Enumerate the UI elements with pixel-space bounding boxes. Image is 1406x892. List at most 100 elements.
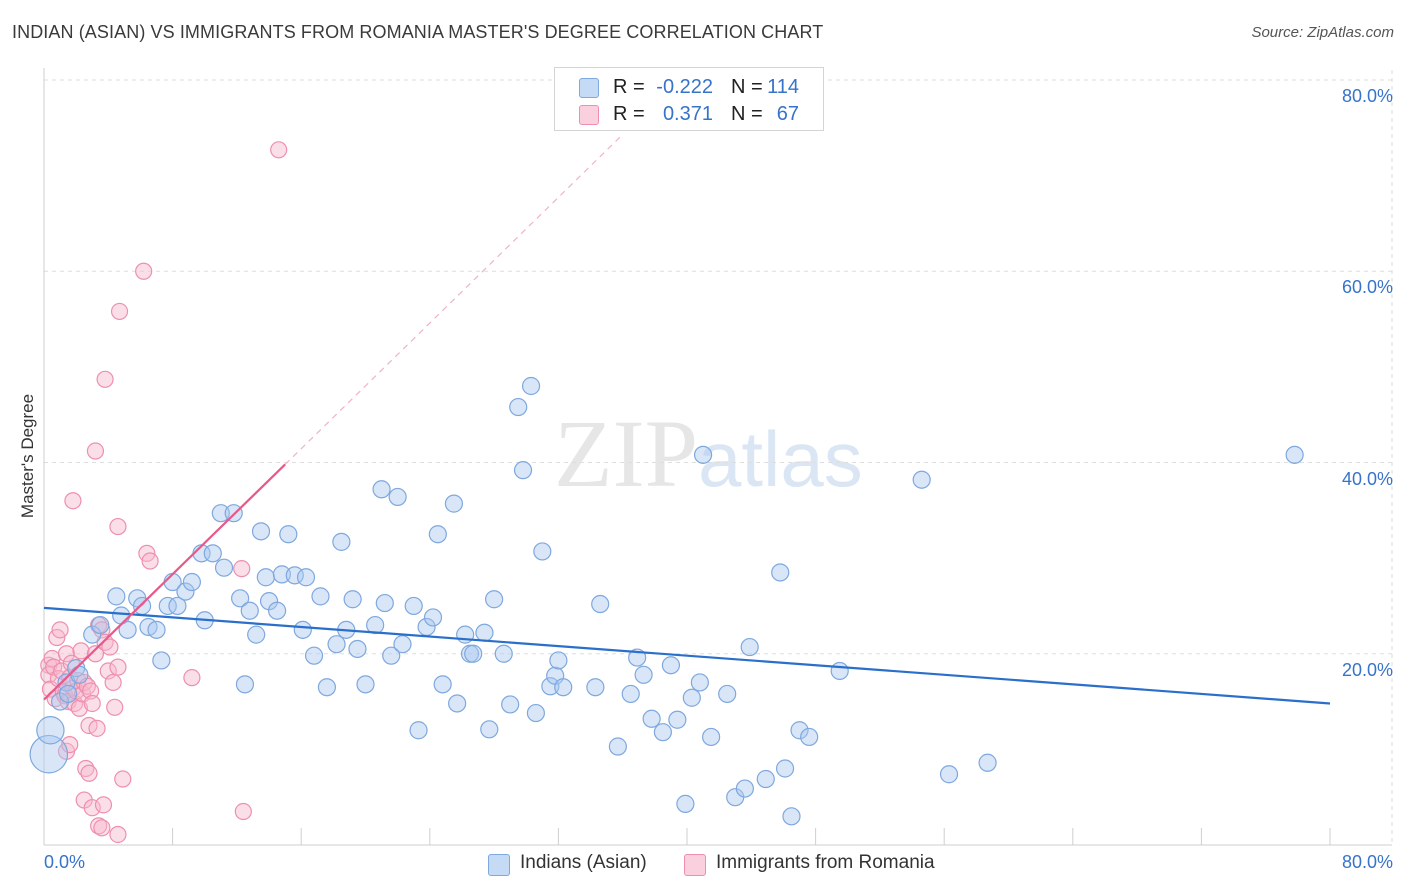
indians-point — [549, 651, 568, 670]
romania-point — [51, 621, 69, 639]
indians-point — [541, 677, 560, 696]
romania-point — [80, 764, 98, 782]
indians-point — [1285, 445, 1304, 464]
indians-point — [91, 615, 110, 635]
indians-point — [267, 601, 287, 620]
romania-trend-line — [43, 463, 286, 701]
indians-point — [272, 565, 292, 584]
indians-point — [343, 590, 362, 609]
romania-point — [104, 673, 122, 692]
romania-points — [40, 141, 288, 844]
indians-point — [464, 644, 483, 663]
romania-point — [110, 302, 129, 321]
indians-point — [332, 532, 351, 551]
indians-point — [231, 589, 250, 608]
indians-point — [682, 688, 701, 707]
romania-point — [61, 735, 79, 754]
legend-swatch-blue — [579, 78, 599, 98]
indians-point — [718, 684, 737, 704]
indians-point — [526, 703, 545, 723]
indians-point — [702, 727, 721, 747]
romania-point — [83, 694, 101, 713]
indians-point — [634, 665, 653, 684]
y-tick-label: 60.0% — [1341, 277, 1393, 298]
romania-point — [101, 638, 119, 656]
indians-point — [304, 646, 324, 665]
romania-point — [86, 442, 105, 460]
legend-label-indians: Indians (Asian) — [520, 852, 647, 873]
indians-point — [494, 644, 513, 663]
indians-point — [293, 620, 312, 639]
indians-point — [621, 684, 640, 704]
indians-point — [296, 568, 316, 587]
indians-point — [591, 594, 610, 614]
romania-point — [270, 141, 288, 159]
legend-swatch-pink — [684, 854, 706, 876]
indians-point — [29, 734, 69, 774]
romania-point — [86, 645, 105, 663]
legend-r-value: -0.222 — [656, 76, 713, 98]
indians-point — [444, 494, 464, 513]
indians-point — [168, 596, 187, 616]
romania-point — [141, 552, 159, 570]
legend-n-value: 114 — [767, 76, 799, 98]
indians-point — [118, 620, 137, 639]
indians-point — [978, 753, 997, 772]
indians-point — [485, 590, 504, 609]
legend-n-value: 67 — [776, 103, 799, 125]
watermark: ZIPatlas — [554, 398, 863, 509]
indians-point — [509, 397, 528, 417]
romania-point — [109, 658, 127, 676]
indians-point — [423, 608, 443, 627]
trend-lines — [43, 134, 1331, 705]
indians-point — [107, 587, 126, 606]
y-tick-label: 20.0% — [1341, 659, 1393, 680]
indians-point — [70, 665, 89, 684]
y-axis-title: Master's Degree — [18, 393, 37, 519]
legend-r-label: R = — [613, 103, 645, 125]
indians-point — [285, 566, 304, 585]
indians-point — [756, 769, 775, 789]
indians-point — [356, 675, 375, 694]
indians-point — [211, 504, 230, 523]
indians-point — [475, 623, 494, 642]
x-tick-label-min: 0.0% — [44, 852, 86, 872]
indians-point — [251, 522, 271, 541]
legend-row-indians: R = -0.222 N = 114 — [555, 74, 823, 102]
indians-trend-line — [43, 606, 1331, 705]
indians-point — [661, 656, 681, 675]
romania-point — [96, 370, 114, 388]
romania-trend-extension — [284, 134, 624, 465]
indians-point — [428, 525, 447, 544]
indians-point — [147, 620, 166, 639]
x-tick-label-max: 80.0% — [1341, 852, 1393, 872]
indians-point — [448, 694, 467, 713]
axes — [43, 68, 1392, 846]
romania-point — [64, 492, 82, 510]
romania-point — [77, 759, 95, 778]
romania-point — [135, 262, 153, 280]
grid-lines — [44, 70, 1393, 845]
indians-point — [59, 684, 78, 704]
indians-point — [404, 596, 423, 616]
indians-point — [372, 480, 391, 499]
indians-point — [533, 542, 552, 561]
indians-point — [480, 720, 499, 739]
indians-point — [182, 572, 201, 592]
indians-point — [393, 635, 412, 654]
legend-r-label: R = — [613, 76, 645, 98]
indians-point — [554, 678, 573, 697]
indians-point — [586, 678, 605, 697]
indians-point — [690, 673, 709, 692]
indians-point — [235, 675, 255, 694]
correlation-legend: R = -0.222 N = 114 R = 0.371 N = 67 — [554, 67, 824, 131]
indians-point — [348, 639, 367, 659]
indians-point — [279, 525, 298, 544]
indians-point — [158, 596, 177, 616]
watermark-zip: ZIP — [554, 400, 698, 507]
legend-swatch-blue — [488, 854, 510, 876]
romania-point — [234, 802, 252, 821]
chart-title: INDIAN (ASIAN) VS IMMIGRANTS FROM ROMANI… — [12, 22, 824, 42]
romania-point — [72, 642, 90, 660]
